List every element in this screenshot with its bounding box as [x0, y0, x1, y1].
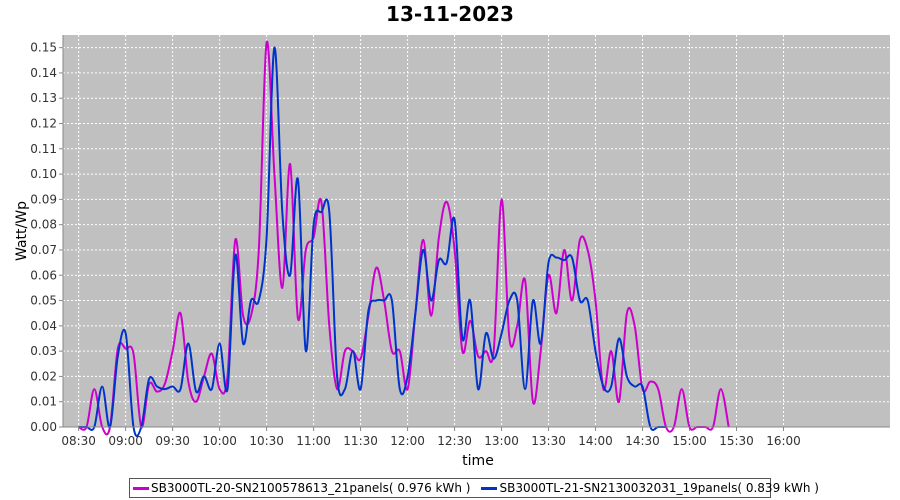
plot-area [63, 35, 890, 427]
legend-label-series-1: SB3000TL-20-SN2100578613_21panels( 0.976… [151, 481, 471, 495]
y-tick-label: 0.08 [30, 218, 57, 232]
legend-item-series-1: SB3000TL-20-SN2100578613_21panels( 0.976… [133, 481, 470, 495]
y-tick-label: 0.14 [30, 66, 57, 80]
legend-label-series-2: SB3000TL-21-SN2130032031_19panels( 0.839… [499, 481, 819, 495]
y-axis-label: Watt/Wp [14, 201, 30, 261]
y-tick-label: 0.05 [30, 294, 57, 308]
x-tick-label: 10:30 [249, 434, 284, 448]
x-tick-label: 14:30 [625, 434, 660, 448]
y-tick-label: 0.02 [30, 369, 57, 383]
y-axis-ticks: 0.00 0.01 0.02 0.03 0.04 0.05 0.06 0.07 0.08 0.09… [30, 41, 63, 434]
x-tick-label: 11:30 [343, 434, 378, 448]
y-tick-label: 0.10 [30, 167, 57, 181]
y-tick-label: 0.12 [30, 117, 57, 131]
series-layer [78, 40, 730, 437]
x-tick-label: 12:00 [390, 434, 425, 448]
x-tick-label: 15:30 [719, 434, 754, 448]
x-tick-label: 11:00 [296, 434, 331, 448]
x-tick-label: 13:00 [484, 434, 519, 448]
legend-swatch-series-1 [133, 486, 149, 490]
y-tick-label: 0.00 [30, 420, 57, 434]
x-axis-ticks: 08:30 09:00 09:30 10:00 10:30 11:00 11:30 12:00… [61, 427, 801, 448]
y-tick-label: 0.09 [30, 192, 57, 206]
chart-title: 13-11-2023 [386, 2, 514, 26]
y-tick-label: 0.07 [30, 243, 57, 257]
y-tick-label: 0.11 [30, 142, 57, 156]
y-tick-label: 0.03 [30, 344, 57, 358]
y-tick-label: 0.13 [30, 91, 57, 105]
x-tick-label: 09:30 [155, 434, 190, 448]
y-tick-label: 0.15 [30, 41, 57, 55]
x-tick-label: 15:00 [672, 434, 707, 448]
x-tick-label: 09:00 [108, 434, 143, 448]
x-tick-label: 12:30 [437, 434, 472, 448]
x-tick-label: 13:30 [531, 434, 566, 448]
y-tick-label: 0.06 [30, 268, 57, 282]
y-tick-label: 0.01 [30, 395, 57, 409]
x-tick-label: 08:30 [61, 434, 96, 448]
legend-swatch-series-2 [481, 486, 498, 490]
y-tick-label: 0.04 [30, 319, 57, 333]
x-axis-label: time [462, 453, 494, 469]
x-tick-label: 16:00 [766, 434, 801, 448]
series-line-1 [78, 40, 730, 436]
x-tick-label: 10:00 [202, 434, 237, 448]
x-tick-label: 14:00 [578, 434, 613, 448]
legend-item-series-2: SB3000TL-21-SN2130032031_19panels( 0.839… [481, 481, 819, 495]
legend: SB3000TL-20-SN2100578613_21panels( 0.976… [129, 478, 819, 498]
series-line-2 [78, 46, 666, 437]
